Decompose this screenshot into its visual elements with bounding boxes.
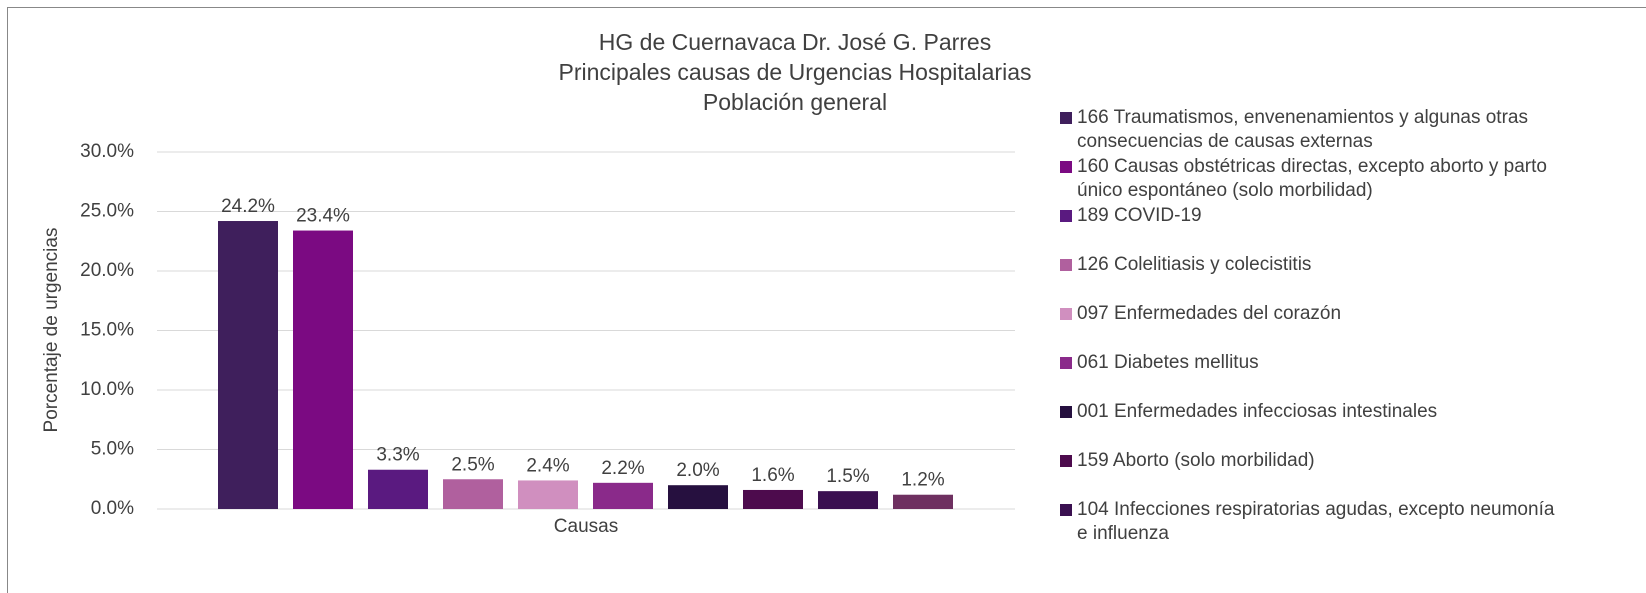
- data-label: 2.4%: [526, 455, 569, 476]
- data-label: 23.4%: [296, 206, 350, 227]
- bar: [443, 479, 503, 509]
- legend-swatch: [1060, 259, 1072, 271]
- legend-label: 160 Causas obstétricas directas, excepto…: [1077, 156, 1547, 201]
- legend-swatch: [1060, 357, 1072, 369]
- legend-label: 097 Enfermedades del corazón: [1077, 303, 1342, 324]
- legend-label: 001 Enfermedades infecciosas intestinale…: [1077, 401, 1438, 422]
- legend-label: 159 Aborto (solo morbilidad): [1077, 450, 1315, 471]
- legend-swatch: [1060, 406, 1072, 418]
- data-label: 2.0%: [676, 460, 719, 481]
- legend-label: 061 Diabetes mellitus: [1077, 352, 1259, 373]
- bar: [218, 221, 278, 509]
- legend-label: 126 Colelitiasis y colecistitis: [1077, 254, 1312, 275]
- legend-label: 166 Traumatismos, envenenamientos y algu…: [1077, 107, 1528, 152]
- y-tick-label: 30.0%: [80, 141, 134, 162]
- legend-label: 189 COVID-19: [1077, 205, 1202, 226]
- y-tick-label: 20.0%: [80, 260, 134, 281]
- bar: [743, 489, 803, 509]
- legend-swatch: [1060, 308, 1072, 320]
- legend-item: 166 Traumatismos, envenenamientos y algu…: [1060, 106, 1560, 154]
- bar: [668, 485, 728, 509]
- x-axis-label: Causas: [554, 516, 618, 537]
- data-label: 1.2%: [901, 470, 944, 491]
- legend-swatch: [1060, 504, 1072, 516]
- chart-border: [7, 7, 1646, 593]
- data-label: 3.3%: [376, 445, 419, 466]
- data-label: 24.2%: [221, 196, 275, 217]
- y-tick-label: 25.0%: [80, 201, 134, 222]
- y-tick-label: 15.0%: [80, 320, 134, 341]
- legend-item: 159 Aborto (solo morbilidad): [1060, 449, 1560, 473]
- chart-title: HG de Cuernavaca Dr. José G. Parres: [599, 29, 991, 55]
- legend-item: 126 Colelitiasis y colecistitis: [1060, 253, 1560, 277]
- legend-item: 001 Enfermedades infecciosas intestinale…: [1060, 400, 1560, 424]
- legend-swatch: [1060, 455, 1072, 467]
- chart-title: Población general: [703, 89, 887, 115]
- bar: [293, 230, 353, 510]
- y-axis-label: Porcentaje de urgencias: [41, 228, 62, 433]
- bar: [818, 491, 878, 509]
- y-tick-label: 0.0%: [91, 498, 134, 519]
- data-label: 2.5%: [451, 454, 494, 475]
- bar: [893, 494, 953, 509]
- y-tick-label: 10.0%: [80, 379, 134, 400]
- chart-title: Principales causas de Urgencias Hospital…: [558, 59, 1031, 85]
- data-label: 1.5%: [826, 466, 869, 487]
- data-label: 1.6%: [751, 465, 794, 486]
- legend-swatch: [1060, 210, 1072, 222]
- legend-item: 104 Infecciones respiratorias agudas, ex…: [1060, 498, 1560, 546]
- legend-label: 104 Infecciones respiratorias agudas, ex…: [1077, 499, 1555, 544]
- bar: [518, 480, 578, 509]
- data-label: 2.2%: [601, 458, 644, 479]
- legend-item: 189 COVID-19: [1060, 204, 1560, 228]
- legend-item: 097 Enfermedades del corazón: [1060, 302, 1560, 326]
- legend-item: 061 Diabetes mellitus: [1060, 351, 1560, 375]
- legend-swatch: [1060, 112, 1072, 124]
- bar: [368, 469, 428, 509]
- legend-item: 160 Causas obstétricas directas, excepto…: [1060, 155, 1560, 203]
- legend-swatch: [1060, 161, 1072, 173]
- y-tick-label: 5.0%: [91, 439, 134, 460]
- bar: [593, 482, 653, 509]
